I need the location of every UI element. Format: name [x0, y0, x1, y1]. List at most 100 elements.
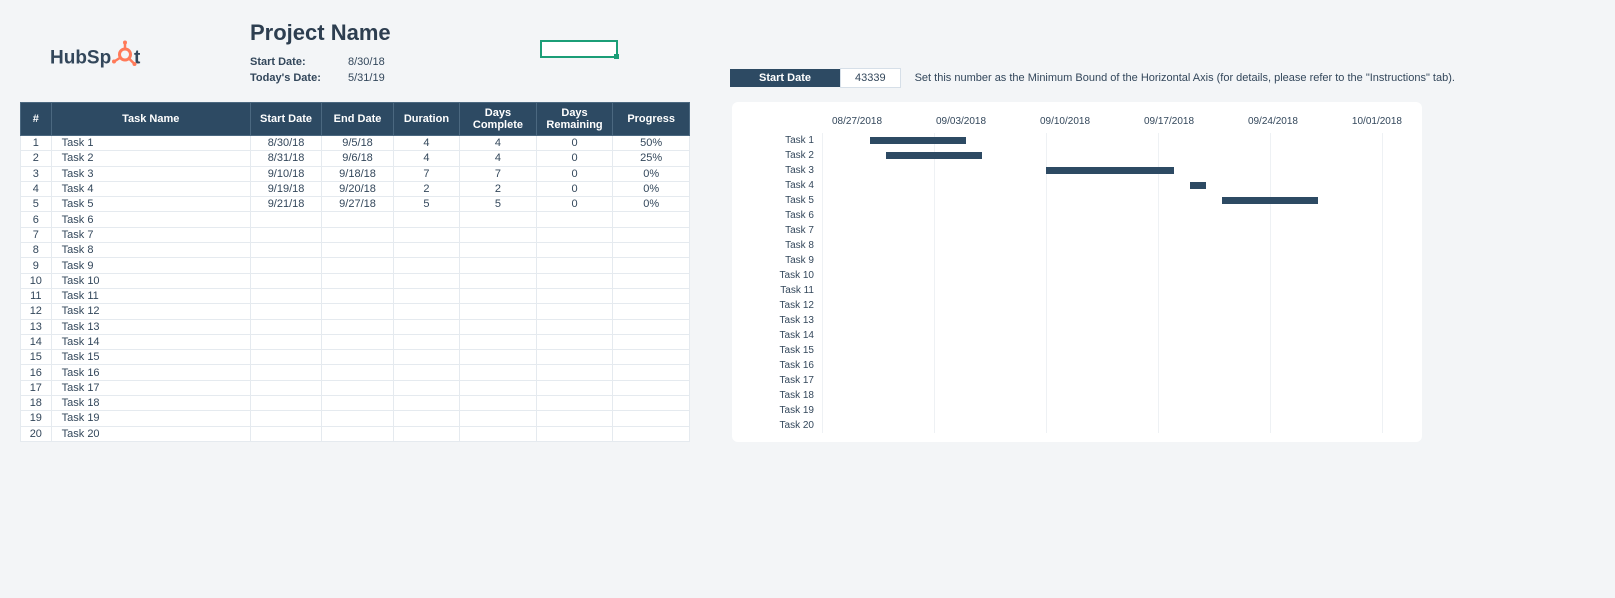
cell-days-complete[interactable] — [460, 365, 537, 380]
cell-days-complete[interactable] — [460, 212, 537, 227]
cell-start[interactable]: 9/21/18 — [250, 197, 321, 212]
cell-days-complete[interactable] — [460, 411, 537, 426]
cell-days-remaining[interactable] — [536, 365, 613, 380]
table-row[interactable]: 1Task 18/30/189/5/1844050% — [21, 136, 690, 151]
cell-start[interactable]: 8/31/18 — [250, 151, 321, 166]
cell-num[interactable]: 9 — [21, 258, 52, 273]
cell-start[interactable] — [250, 396, 321, 411]
cell-end[interactable] — [322, 334, 393, 349]
active-cell-cursor[interactable] — [540, 40, 618, 58]
cell-days-complete[interactable]: 7 — [460, 166, 537, 181]
cell-name[interactable]: Task 10 — [51, 273, 250, 288]
cell-name[interactable]: Task 2 — [51, 151, 250, 166]
cell-end[interactable] — [322, 365, 393, 380]
cell-name[interactable]: Task 3 — [51, 166, 250, 181]
cell-end[interactable] — [322, 350, 393, 365]
cell-days-remaining[interactable] — [536, 319, 613, 334]
cell-end[interactable] — [322, 304, 393, 319]
table-row[interactable]: 4Task 49/19/189/20/182200% — [21, 181, 690, 196]
cell-num[interactable]: 4 — [21, 181, 52, 196]
cell-end[interactable] — [322, 426, 393, 441]
table-row[interactable]: 8Task 8 — [21, 243, 690, 258]
cell-days-complete[interactable] — [460, 288, 537, 303]
cell-end[interactable]: 9/18/18 — [322, 166, 393, 181]
cell-end[interactable] — [322, 273, 393, 288]
cell-progress[interactable] — [613, 334, 690, 349]
cell-name[interactable]: Task 1 — [51, 136, 250, 151]
cell-days-complete[interactable] — [460, 243, 537, 258]
table-row[interactable]: 17Task 17 — [21, 380, 690, 395]
cell-duration[interactable] — [393, 304, 459, 319]
cell-progress[interactable]: 50% — [613, 136, 690, 151]
cell-progress[interactable] — [613, 227, 690, 242]
cell-duration[interactable] — [393, 365, 459, 380]
cell-end[interactable] — [322, 319, 393, 334]
table-row[interactable]: 2Task 28/31/189/6/1844025% — [21, 151, 690, 166]
cell-progress[interactable]: 0% — [613, 197, 690, 212]
cell-progress[interactable] — [613, 426, 690, 441]
cell-days-remaining[interactable] — [536, 243, 613, 258]
cell-num[interactable]: 20 — [21, 426, 52, 441]
table-row[interactable]: 15Task 15 — [21, 350, 690, 365]
cell-progress[interactable] — [613, 319, 690, 334]
cell-progress[interactable] — [613, 365, 690, 380]
cell-days-remaining[interactable] — [536, 304, 613, 319]
table-row[interactable]: 19Task 19 — [21, 411, 690, 426]
cell-days-remaining[interactable]: 0 — [536, 197, 613, 212]
cell-start[interactable] — [250, 273, 321, 288]
cell-progress[interactable] — [613, 380, 690, 395]
table-row[interactable]: 16Task 16 — [21, 365, 690, 380]
table-row[interactable]: 3Task 39/10/189/18/187700% — [21, 166, 690, 181]
cell-start[interactable]: 9/19/18 — [250, 181, 321, 196]
table-row[interactable]: 14Task 14 — [21, 334, 690, 349]
cell-duration[interactable] — [393, 334, 459, 349]
cell-name[interactable]: Task 19 — [51, 411, 250, 426]
cell-days-complete[interactable] — [460, 319, 537, 334]
table-row[interactable]: 20Task 20 — [21, 426, 690, 441]
cell-duration[interactable] — [393, 243, 459, 258]
cell-duration[interactable] — [393, 411, 459, 426]
cell-end[interactable]: 9/5/18 — [322, 136, 393, 151]
cell-duration[interactable] — [393, 426, 459, 441]
cell-end[interactable] — [322, 212, 393, 227]
cell-name[interactable]: Task 8 — [51, 243, 250, 258]
cell-end[interactable]: 9/20/18 — [322, 181, 393, 196]
table-row[interactable]: 13Task 13 — [21, 319, 690, 334]
cell-name[interactable]: Task 4 — [51, 181, 250, 196]
cell-days-complete[interactable] — [460, 380, 537, 395]
table-row[interactable]: 5Task 59/21/189/27/185500% — [21, 197, 690, 212]
cell-num[interactable]: 7 — [21, 227, 52, 242]
cell-progress[interactable]: 0% — [613, 181, 690, 196]
cell-name[interactable]: Task 13 — [51, 319, 250, 334]
cell-start[interactable] — [250, 304, 321, 319]
table-row[interactable]: 12Task 12 — [21, 304, 690, 319]
cell-days-remaining[interactable] — [536, 227, 613, 242]
cell-progress[interactable] — [613, 288, 690, 303]
cell-num[interactable]: 17 — [21, 380, 52, 395]
table-row[interactable]: 6Task 6 — [21, 212, 690, 227]
cell-days-remaining[interactable] — [536, 426, 613, 441]
cell-name[interactable]: Task 16 — [51, 365, 250, 380]
cell-start[interactable] — [250, 411, 321, 426]
cell-days-remaining[interactable] — [536, 212, 613, 227]
cell-progress[interactable] — [613, 411, 690, 426]
cell-days-remaining[interactable]: 0 — [536, 181, 613, 196]
cell-days-remaining[interactable] — [536, 411, 613, 426]
cell-num[interactable]: 5 — [21, 197, 52, 212]
cell-days-complete[interactable] — [460, 396, 537, 411]
cell-name[interactable]: Task 6 — [51, 212, 250, 227]
cell-start[interactable] — [250, 212, 321, 227]
cell-duration[interactable] — [393, 258, 459, 273]
table-row[interactable]: 9Task 9 — [21, 258, 690, 273]
cell-days-complete[interactable]: 5 — [460, 197, 537, 212]
cell-num[interactable]: 6 — [21, 212, 52, 227]
table-row[interactable]: 11Task 11 — [21, 288, 690, 303]
cell-days-remaining[interactable] — [536, 334, 613, 349]
cell-days-complete[interactable] — [460, 304, 537, 319]
cell-start[interactable] — [250, 319, 321, 334]
cell-num[interactable]: 10 — [21, 273, 52, 288]
cell-days-complete[interactable]: 4 — [460, 136, 537, 151]
cell-progress[interactable] — [613, 304, 690, 319]
cell-progress[interactable] — [613, 350, 690, 365]
cell-days-remaining[interactable]: 0 — [536, 151, 613, 166]
